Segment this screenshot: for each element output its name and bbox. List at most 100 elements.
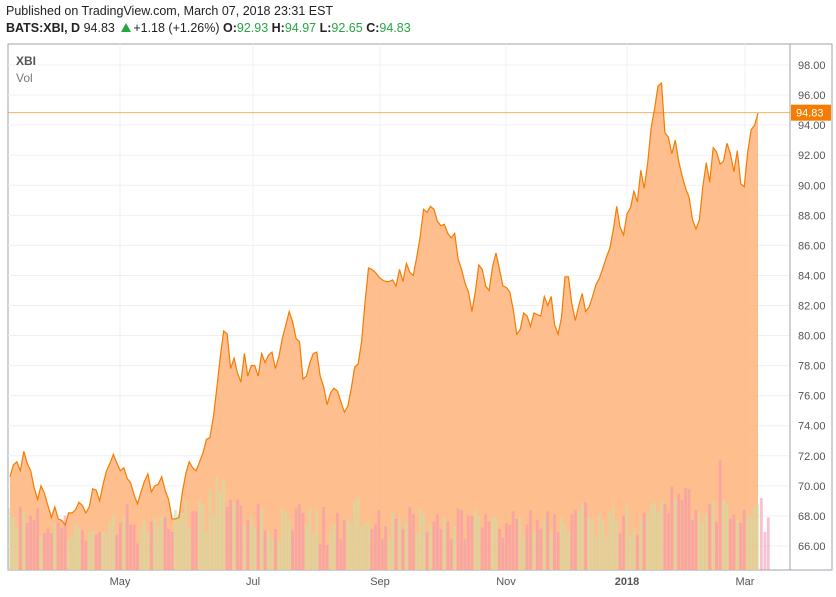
volume-bar (711, 499, 715, 570)
volume-bar (184, 501, 188, 570)
volume-bar (180, 512, 184, 570)
volume-bar (587, 517, 591, 570)
volume-bar (436, 514, 439, 570)
y-tick-label: 92.00 (798, 150, 826, 162)
volume-bar (387, 539, 391, 570)
volume-bar (622, 515, 625, 570)
volume-bar (611, 506, 615, 570)
volume-bar (735, 520, 739, 570)
symbol-label: BATS:XBI, D (6, 21, 81, 35)
volume-bar (529, 509, 532, 570)
volume-bar (415, 533, 419, 570)
volume-bar (553, 514, 556, 570)
volume-bar (25, 523, 29, 570)
volume-bar (298, 504, 301, 570)
volume-bar (187, 528, 191, 570)
ohlc-bar: BATS:XBI, D 94.83 +1.18 (+1.26%) O:92.93… (6, 21, 411, 35)
volume-bar (194, 511, 198, 570)
price-area (10, 83, 758, 570)
volume-bar (753, 506, 756, 570)
volume-bar (305, 524, 308, 570)
volume-bar (577, 511, 581, 570)
published-note: Published on TradingView.com, March 07, … (6, 4, 334, 18)
volume-legend: Vol (16, 71, 33, 85)
volume-bar (684, 487, 687, 570)
volume-bar (356, 495, 360, 570)
volume-bar (239, 505, 243, 570)
volume-bar (15, 527, 19, 570)
volume-bar (243, 526, 246, 570)
volume-bar (484, 514, 488, 570)
series-legend: XBI (16, 54, 37, 68)
volume-bar (87, 531, 91, 570)
volume-bar (84, 540, 88, 570)
volume-bar (315, 509, 319, 570)
volume-bar (43, 533, 46, 570)
volume-bar (722, 499, 725, 570)
volume-bar (739, 523, 743, 570)
volume-bar (584, 502, 587, 570)
volume-bar (81, 530, 84, 570)
volume-bar (380, 539, 384, 570)
volume-bar (322, 506, 326, 570)
volume-bar (632, 527, 636, 570)
price-line (9, 81, 759, 527)
volume-bar (732, 514, 736, 570)
volume-bar (156, 526, 160, 570)
volume-bar (536, 520, 539, 570)
volume-bar (456, 508, 460, 570)
volume-bar (522, 536, 525, 570)
volume-bar (467, 515, 470, 570)
volume-bar (635, 534, 639, 570)
volume-bar (760, 498, 763, 570)
triangle-up-icon (121, 23, 132, 32)
volume-bar (598, 514, 601, 570)
volume-bar (318, 543, 322, 570)
volume-bar (105, 533, 108, 570)
volume-bar (439, 528, 443, 570)
volume-bar (46, 528, 50, 570)
volume-bar (480, 527, 484, 570)
volume-bar (763, 531, 767, 570)
volume-bar (656, 512, 660, 570)
y-tick-label: 80.00 (798, 331, 826, 343)
close-label: C: (366, 21, 380, 35)
volume-bar (170, 531, 174, 570)
volume-bar (608, 512, 612, 570)
volume-bar (218, 490, 222, 570)
volume-bar (663, 504, 667, 570)
volume-bar (567, 531, 570, 570)
volume-bar (660, 501, 663, 570)
volume-bar (177, 514, 181, 570)
volume-bar (642, 512, 646, 570)
volume-bar (525, 524, 529, 570)
y-tick-label: 82.00 (798, 300, 826, 312)
volume-bar (60, 527, 64, 570)
volume-bar (446, 521, 450, 570)
volume-bar (563, 524, 567, 570)
volume-bar (108, 521, 112, 570)
volume-bar (649, 504, 653, 570)
volume-bar (374, 524, 377, 570)
volume-bar (508, 524, 512, 570)
last-price-label: 94.83 (796, 108, 824, 120)
volume-bar (260, 508, 263, 570)
y-tick-label: 66.00 (798, 541, 826, 553)
volume-bar (718, 460, 722, 570)
volume-bar (425, 531, 429, 570)
volume-bar (673, 499, 677, 570)
volume-bar (212, 514, 215, 570)
low-label: L: (319, 21, 332, 35)
low-value: 92.65 (331, 21, 363, 35)
volume-bar (118, 523, 122, 570)
volume-bar (766, 517, 770, 570)
volume-bar (470, 515, 474, 570)
x-tick-label: Jul (246, 576, 260, 588)
volume-bar (267, 531, 270, 570)
volume-bar (729, 518, 732, 570)
volume-bar (353, 501, 357, 570)
volume-bar (698, 512, 701, 570)
volume-bar (49, 533, 53, 570)
volume-bar (125, 504, 129, 570)
